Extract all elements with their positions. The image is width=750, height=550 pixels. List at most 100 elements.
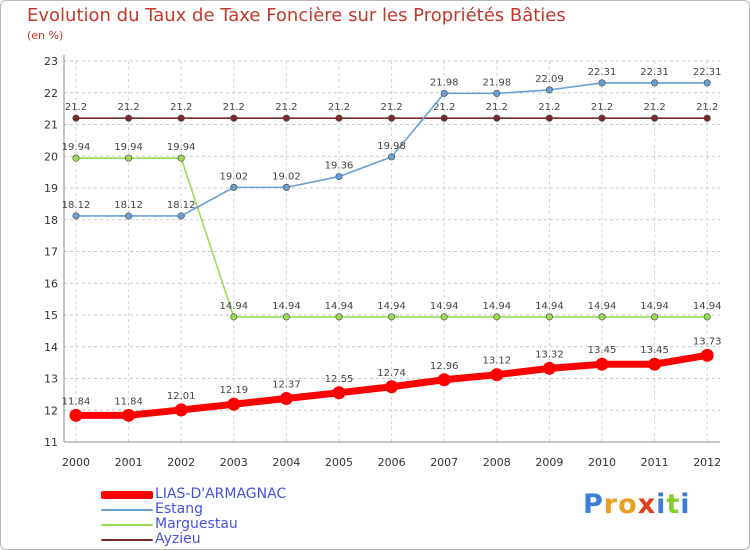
data-point: [545, 86, 553, 94]
data-label: 13.12: [482, 356, 511, 367]
data-point: [335, 313, 343, 321]
proxiti-logo: Proxiti: [583, 489, 691, 520]
data-point: [385, 380, 399, 394]
y-tick-label: 11: [44, 436, 58, 449]
data-point: [230, 183, 238, 191]
data-label: 19.36: [325, 161, 354, 172]
data-point: [177, 114, 185, 122]
logo-letter: r: [603, 489, 619, 520]
legend-swatch-ayzieu: [101, 538, 153, 541]
data-label: 18.12: [167, 200, 196, 211]
x-tick-label: 2008: [483, 456, 511, 469]
data-label: 21.2: [696, 102, 718, 113]
data-point: [227, 397, 241, 411]
data-label: 19.94: [62, 142, 91, 153]
data-label: 21.98: [430, 77, 459, 88]
data-point: [72, 114, 80, 122]
data-label: 19.94: [114, 142, 143, 153]
chart-title: Evolution du Taux de Taxe Foncière sur l…: [27, 5, 566, 26]
data-point: [125, 154, 133, 162]
data-label: 12.01: [167, 391, 196, 402]
data-label: 14.94: [325, 301, 354, 312]
data-point: [125, 212, 133, 220]
legend-item-marguestau: Marguestau: [101, 517, 286, 532]
x-tick-label: 2011: [641, 456, 669, 469]
data-point: [332, 386, 346, 400]
data-label: 14.94: [430, 301, 459, 312]
data-point: [230, 114, 238, 122]
data-point: [651, 114, 659, 122]
legend-label-ayzieu: Ayzieu: [155, 531, 201, 547]
legend-label-marguestau: Marguestau: [155, 516, 238, 532]
y-tick-label: 18: [44, 214, 58, 227]
data-label: 11.84: [62, 396, 91, 407]
data-label: 14.94: [377, 301, 406, 312]
data-point: [72, 212, 80, 220]
data-label: 18.12: [114, 200, 143, 211]
data-label: 21.98: [482, 77, 511, 88]
data-point: [598, 114, 606, 122]
legend-item-ayzieu: Ayzieu: [101, 532, 286, 547]
data-label: 19.94: [167, 142, 196, 153]
data-label: 14.94: [482, 301, 511, 312]
data-label: 22.31: [693, 67, 722, 78]
data-point: [545, 114, 553, 122]
data-point: [335, 173, 343, 181]
data-point: [125, 114, 133, 122]
data-label: 21.2: [170, 102, 192, 113]
data-point: [703, 114, 711, 122]
data-point: [174, 403, 188, 417]
data-label: 21.2: [65, 102, 87, 113]
data-point: [335, 114, 343, 122]
data-label: 21.2: [591, 102, 613, 113]
data-label: 21.2: [223, 102, 245, 113]
legend-swatch-marguestau: [101, 523, 153, 526]
data-point: [440, 114, 448, 122]
legend-label-estang: Estang: [155, 501, 203, 517]
data-point: [177, 154, 185, 162]
data-point: [437, 373, 451, 387]
logo-letter: P: [583, 489, 604, 520]
logo-letter: x: [637, 489, 657, 520]
data-point: [598, 313, 606, 321]
data-point: [493, 89, 501, 97]
data-label: 13.32: [535, 349, 564, 360]
data-point: [279, 392, 293, 406]
data-label: 12.55: [325, 374, 354, 385]
data-point: [282, 114, 290, 122]
y-tick-label: 17: [44, 246, 58, 259]
data-point: [598, 79, 606, 87]
data-label: 13.45: [588, 345, 617, 356]
data-point: [703, 79, 711, 87]
y-tick-label: 16: [44, 277, 58, 290]
x-tick-label: 2005: [325, 456, 353, 469]
x-tick-label: 2012: [693, 456, 721, 469]
x-tick-label: 2010: [588, 456, 616, 469]
data-label: 14.94: [535, 301, 564, 312]
x-tick-label: 2001: [115, 456, 143, 469]
data-label: 13.45: [640, 345, 669, 356]
data-point: [542, 361, 556, 375]
y-tick-label: 19: [44, 182, 58, 195]
data-label: 18.12: [62, 200, 91, 211]
data-label: 21.2: [275, 102, 297, 113]
data-point: [700, 348, 714, 362]
data-label: 22.31: [588, 67, 617, 78]
x-tick-label: 2009: [535, 456, 563, 469]
data-label: 21.2: [380, 102, 402, 113]
x-tick-label: 2000: [62, 456, 90, 469]
data-label: 11.84: [114, 396, 143, 407]
data-point: [440, 89, 448, 97]
y-tick-label: 20: [44, 150, 58, 163]
legend-item-lias: LIAS-D'ARMAGNAC: [101, 487, 286, 502]
y-tick-label: 23: [44, 55, 58, 68]
data-point: [595, 357, 609, 371]
data-point: [493, 114, 501, 122]
data-point: [177, 212, 185, 220]
data-point: [388, 153, 396, 161]
data-point: [648, 357, 662, 371]
x-tick-label: 2007: [430, 456, 458, 469]
data-label: 13.73: [693, 336, 722, 347]
data-point: [493, 313, 501, 321]
unit-label: (en %): [27, 29, 64, 42]
